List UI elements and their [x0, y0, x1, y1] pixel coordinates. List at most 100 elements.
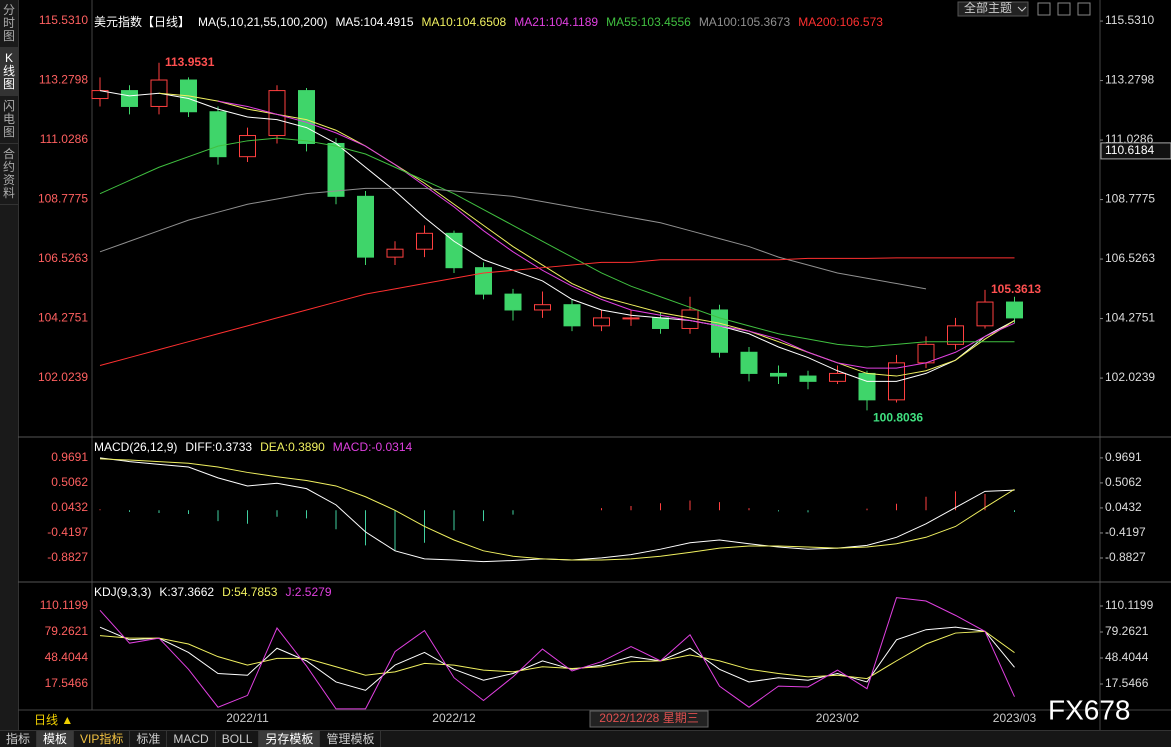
chart: 全部主题 日线 ▲ 115.5310 115.5310 113.2798 113.27…	[18, 0, 1171, 730]
y-tick-label: 0.9691	[51, 450, 88, 464]
candle-body	[357, 195, 374, 258]
y-tick-label: 110.1199	[1105, 598, 1154, 612]
x-tick-label: 2023/03	[993, 711, 1037, 725]
cursor-price-box	[1100, 142, 1171, 160]
candle-body	[445, 232, 463, 269]
y-tick-label: 115.5310	[39, 13, 88, 27]
y-tick-label: 102.0239	[38, 370, 88, 384]
legend-entry: DEA:0.3890	[260, 440, 325, 454]
legend-entry: J:2.5279	[285, 585, 331, 599]
legend-entry: MA200:106.573	[798, 15, 883, 29]
y-tick-label: 79.2621	[45, 624, 89, 638]
watermark: FX678	[1048, 694, 1131, 725]
candle-body	[327, 142, 345, 197]
y-tick-label: 102.0239	[1105, 370, 1155, 384]
tab[interactable]: 指标	[0, 731, 38, 747]
candle-body	[947, 325, 964, 345]
y-tick-label: -0.8827	[47, 550, 88, 564]
candle-body	[829, 372, 846, 382]
chart-subtitle: MA(5,10,21,55,100,200)	[198, 15, 327, 29]
candle-body	[121, 90, 138, 107]
legend-entry: MA5:104.4915	[335, 15, 413, 29]
tab-bar: 指标 模板 VIP指标 标准 MACD BOLL 另存模板 管理模板	[0, 730, 1171, 747]
tab[interactable]: BOLL	[216, 731, 260, 747]
y-tick-label: 108.7775	[38, 192, 88, 206]
ma-line	[99, 187, 927, 290]
y-tick-label: 108.7775	[1105, 192, 1155, 206]
candle-body	[504, 293, 522, 311]
icon-button[interactable]	[1037, 2, 1051, 16]
tab[interactable]: 另存模板	[259, 731, 321, 747]
tab[interactable]: 管理模板	[320, 731, 382, 747]
ma-line	[217, 100, 1015, 369]
x-tick-label: 2022/11	[226, 711, 269, 725]
candle-body	[534, 304, 551, 311]
period-label[interactable]: 日线 ▲	[34, 713, 73, 727]
candle-body	[976, 301, 994, 327]
candle-body	[386, 248, 404, 258]
ma-line	[99, 626, 1015, 691]
y-tick-label: 106.5263	[1105, 251, 1155, 265]
legend-entry: K:37.3662	[159, 585, 214, 599]
theme-label: 全部主题	[964, 0, 1012, 15]
candle-body	[593, 317, 610, 327]
y-tick-label: -0.8827	[1105, 550, 1146, 564]
dropdown-arrow	[1017, 6, 1027, 12]
y-tick-label: -0.4197	[1105, 525, 1146, 539]
cursor-date-box	[589, 710, 709, 728]
candle-body	[475, 267, 492, 295]
tab[interactable]: 模板	[37, 731, 75, 747]
side-tab[interactable]: 分时图	[0, 0, 18, 48]
y-tick-label: 104.2751	[1105, 311, 1155, 325]
candle-body	[740, 351, 758, 374]
legend-entry: MA21:104.1189	[514, 15, 598, 29]
candle-body	[1006, 301, 1023, 319]
y-tick-label: 0.0432	[1105, 500, 1142, 514]
y-tick-label: 0.5062	[51, 475, 88, 489]
y-tick-label: -0.4197	[47, 525, 88, 539]
candle-body	[799, 375, 817, 382]
side-tab[interactable]: K线图	[0, 48, 18, 96]
tab[interactable]: MACD	[167, 731, 216, 747]
y-tick-label: 111.0286	[40, 132, 89, 146]
y-tick-label: 79.2621	[1105, 624, 1149, 638]
y-tick-label: 106.5263	[38, 251, 88, 265]
y-tick-label: 115.5310	[1105, 13, 1154, 27]
candle-body	[652, 317, 669, 329]
y-tick-label: 113.2798	[39, 73, 88, 87]
theme-dropdown[interactable]	[957, 1, 1029, 17]
y-tick-label: 104.2751	[38, 311, 88, 325]
candle-body	[858, 372, 876, 401]
candle-body	[711, 309, 728, 353]
y-tick-label: 0.9691	[1105, 450, 1142, 464]
ma-line	[99, 137, 1015, 348]
candle-body	[209, 111, 227, 158]
candle-body	[563, 304, 581, 327]
price-annotation: 100.8036	[873, 410, 923, 424]
ma-line	[99, 630, 1015, 680]
legend-entry: D:54.7853	[222, 585, 278, 599]
tab[interactable]: 标准	[130, 731, 168, 747]
side-tab[interactable]: 闪电图	[0, 96, 18, 144]
y-tick-label: 0.5062	[1105, 475, 1142, 489]
cursor-price: 110.6184	[1105, 143, 1154, 157]
cursor-date: 2022/12/28 星期三	[599, 711, 698, 725]
y-tick-label: 48.4044	[45, 650, 89, 664]
price-annotation: 113.9531	[165, 55, 215, 69]
y-tick-label: 48.4044	[1105, 650, 1149, 664]
icon-button[interactable]	[1057, 2, 1071, 16]
candle-body	[416, 232, 433, 250]
side-tab[interactable]: 合约资料	[0, 144, 18, 205]
icon-button[interactable]	[1077, 2, 1091, 16]
sidebar: 分时图 K线图 闪电图 合约资料	[0, 0, 19, 730]
ma-line	[99, 458, 1015, 561]
x-tick-label: 2023/02	[816, 711, 860, 725]
y-tick-label: 17.5466	[45, 676, 89, 690]
legend-entry: MA100:105.3673	[699, 15, 791, 29]
ma-line	[99, 90, 1015, 382]
tab[interactable]: VIP指标	[74, 731, 131, 747]
candle-body	[239, 135, 256, 158]
ma-line	[158, 92, 1015, 377]
candle-body	[622, 317, 640, 320]
